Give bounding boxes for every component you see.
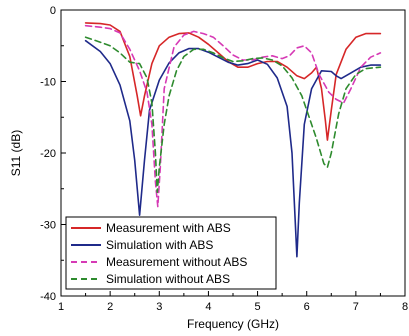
x-tick-label: 6 xyxy=(304,301,310,313)
legend-label: Measurement without ABS xyxy=(106,255,247,269)
legend-entry: Simulation with ABS xyxy=(71,238,213,252)
series-line-simulation-with-abs xyxy=(84,39,382,258)
x-tick-label: 4 xyxy=(205,301,211,313)
plot-area-frame xyxy=(60,9,406,297)
legend-entry: Simulation without ABS xyxy=(71,272,230,286)
x-tick-label: 8 xyxy=(402,301,408,313)
y-tick-label: -30 xyxy=(40,220,56,232)
series-line-simulation-without-abs xyxy=(84,36,382,194)
legend-label: Measurement with ABS xyxy=(106,221,231,235)
x-tick-label: 3 xyxy=(156,301,162,313)
x-tick-label: 5 xyxy=(255,301,261,313)
y-tick-label: -40 xyxy=(40,291,56,303)
legend-entry: Measurement with ABS xyxy=(71,221,231,235)
x-tick-label: 2 xyxy=(107,301,113,313)
legend-label: Simulation with ABS xyxy=(106,238,213,252)
x-tick-label: 7 xyxy=(353,301,359,313)
legend-entry: Measurement without ABS xyxy=(71,255,247,269)
legend: Measurement with ABS Simulation with ABS… xyxy=(65,216,277,290)
legend-label: Simulation without ABS xyxy=(106,272,230,286)
series-lines xyxy=(84,22,382,258)
y-tick-label: -20 xyxy=(40,148,56,160)
series-line-measurement-with-abs xyxy=(84,22,382,141)
y-axis-label: S11 (dB) xyxy=(9,130,23,176)
x-axis-label: Frequency (GHz) xyxy=(187,317,279,331)
y-tick-label: 0 xyxy=(50,5,56,17)
series-line-measurement-without-abs xyxy=(84,24,382,208)
y-tick-label: -10 xyxy=(40,77,56,89)
x-tick-label: 1 xyxy=(58,301,64,313)
